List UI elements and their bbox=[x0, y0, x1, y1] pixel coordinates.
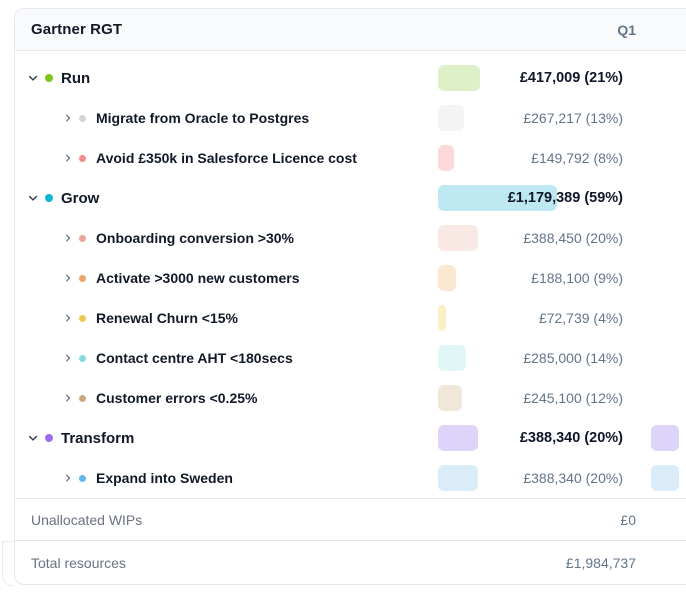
resource-row[interactable]: Grow £1,179,389 (59%) bbox=[15, 178, 686, 218]
next-quarter-allocation-bar bbox=[651, 465, 679, 491]
chevron-icon[interactable] bbox=[26, 71, 40, 85]
unallocated-wips-label: Unallocated WIPs bbox=[31, 511, 143, 528]
resource-row[interactable]: Run £417,009 (21%) bbox=[15, 58, 686, 98]
row-label: Avoid £350k in Salesforce Licence cost bbox=[96, 150, 357, 166]
panel-title: Gartner RGT bbox=[31, 21, 123, 38]
chevron-icon[interactable] bbox=[61, 231, 75, 245]
total-resources-value: £1,984,737 bbox=[565, 554, 636, 571]
next-quarter-allocation-bar bbox=[651, 425, 679, 451]
allocation-bar bbox=[438, 145, 454, 171]
background-card-fragment bbox=[2, 541, 14, 586]
panel-header: Gartner RGT Q1 bbox=[15, 9, 686, 51]
allocation-bar bbox=[438, 105, 464, 131]
allocation-bar bbox=[438, 425, 478, 451]
row-value: £417,009 (21%) bbox=[519, 70, 623, 86]
chevron-icon[interactable] bbox=[61, 391, 75, 405]
allocation-bar bbox=[438, 65, 480, 91]
row-label: Migrate from Oracle to Postgres bbox=[96, 110, 310, 126]
allocation-bar bbox=[438, 385, 462, 411]
allocation-bar bbox=[438, 345, 466, 371]
resource-row[interactable]: Transform £388,340 (20%) bbox=[15, 418, 686, 458]
allocation-bar bbox=[438, 225, 478, 251]
row-value: £285,000 (14%) bbox=[523, 350, 623, 366]
allocation-bar bbox=[438, 265, 456, 291]
quarter-column-header: Q1 bbox=[617, 21, 636, 38]
resource-row[interactable]: Onboarding conversion >30% £388,450 (20%… bbox=[15, 218, 686, 258]
category-dot-icon bbox=[79, 474, 86, 482]
chevron-icon[interactable] bbox=[61, 111, 75, 125]
row-value: £388,340 (20%) bbox=[523, 470, 623, 486]
row-label: Contact centre AHT <180secs bbox=[96, 350, 293, 366]
row-label: Expand into Sweden bbox=[96, 470, 233, 486]
resource-row[interactable]: Renewal Churn <15% £72,739 (4%) bbox=[15, 298, 686, 338]
row-label: Grow bbox=[61, 189, 100, 207]
row-label: Activate >3000 new customers bbox=[96, 270, 300, 286]
row-value: £149,792 (8%) bbox=[531, 150, 623, 166]
category-dot-icon bbox=[79, 274, 86, 282]
category-dot-icon bbox=[79, 114, 86, 122]
row-value: £188,100 (9%) bbox=[531, 270, 623, 286]
resource-row[interactable]: Expand into Sweden £388,340 (20%) bbox=[15, 458, 686, 498]
chevron-icon[interactable] bbox=[61, 351, 75, 365]
gartner-rgt-panel: Gartner RGT Q1 Run £417,009 (21%) Migrat… bbox=[14, 8, 686, 585]
resource-row[interactable]: Avoid £350k in Salesforce Licence cost £… bbox=[15, 138, 686, 178]
chevron-icon[interactable] bbox=[61, 151, 75, 165]
chevron-icon[interactable] bbox=[26, 431, 40, 445]
row-value: £388,450 (20%) bbox=[523, 230, 623, 246]
row-value: £245,100 (12%) bbox=[523, 390, 623, 406]
resource-row[interactable]: Migrate from Oracle to Postgres £267,217… bbox=[15, 98, 686, 138]
allocation-bar bbox=[438, 305, 446, 331]
category-dot-icon bbox=[45, 194, 53, 202]
row-label: Run bbox=[61, 69, 91, 87]
row-label: Renewal Churn <15% bbox=[96, 310, 238, 326]
resource-row[interactable]: Customer errors <0.25% £245,100 (12%) bbox=[15, 378, 686, 418]
category-dot-icon bbox=[45, 434, 53, 442]
category-dot-icon bbox=[79, 394, 86, 402]
unallocated-wips-row: Unallocated WIPs £0 bbox=[15, 498, 686, 540]
chevron-icon[interactable] bbox=[61, 471, 75, 485]
allocation-bar bbox=[438, 185, 557, 211]
category-dot-icon bbox=[79, 234, 86, 242]
row-value: £1,179,389 (59%) bbox=[507, 190, 623, 206]
chevron-icon[interactable] bbox=[26, 191, 40, 205]
category-dot-icon bbox=[79, 154, 86, 162]
category-dot-icon bbox=[79, 314, 86, 322]
category-dot-icon bbox=[45, 74, 53, 82]
row-value: £267,217 (13%) bbox=[523, 110, 623, 126]
row-label: Customer errors <0.25% bbox=[96, 390, 258, 406]
category-dot-icon bbox=[79, 354, 86, 362]
total-resources-label: Total resources bbox=[31, 554, 126, 571]
resource-row[interactable]: Activate >3000 new customers £188,100 (9… bbox=[15, 258, 686, 298]
total-resources-row: Total resources £1,984,737 bbox=[15, 540, 686, 584]
resource-row[interactable]: Contact centre AHT <180secs £285,000 (14… bbox=[15, 338, 686, 378]
chevron-icon[interactable] bbox=[61, 311, 75, 325]
row-label: Transform bbox=[61, 429, 135, 447]
row-value: £388,340 (20%) bbox=[519, 430, 623, 446]
rows: Run £417,009 (21%) Migrate from Oracle t… bbox=[15, 51, 686, 498]
row-label: Onboarding conversion >30% bbox=[96, 230, 294, 246]
unallocated-wips-value: £0 bbox=[620, 511, 636, 528]
row-value: £72,739 (4%) bbox=[538, 310, 623, 326]
chevron-icon[interactable] bbox=[61, 271, 75, 285]
allocation-bar bbox=[438, 465, 478, 491]
